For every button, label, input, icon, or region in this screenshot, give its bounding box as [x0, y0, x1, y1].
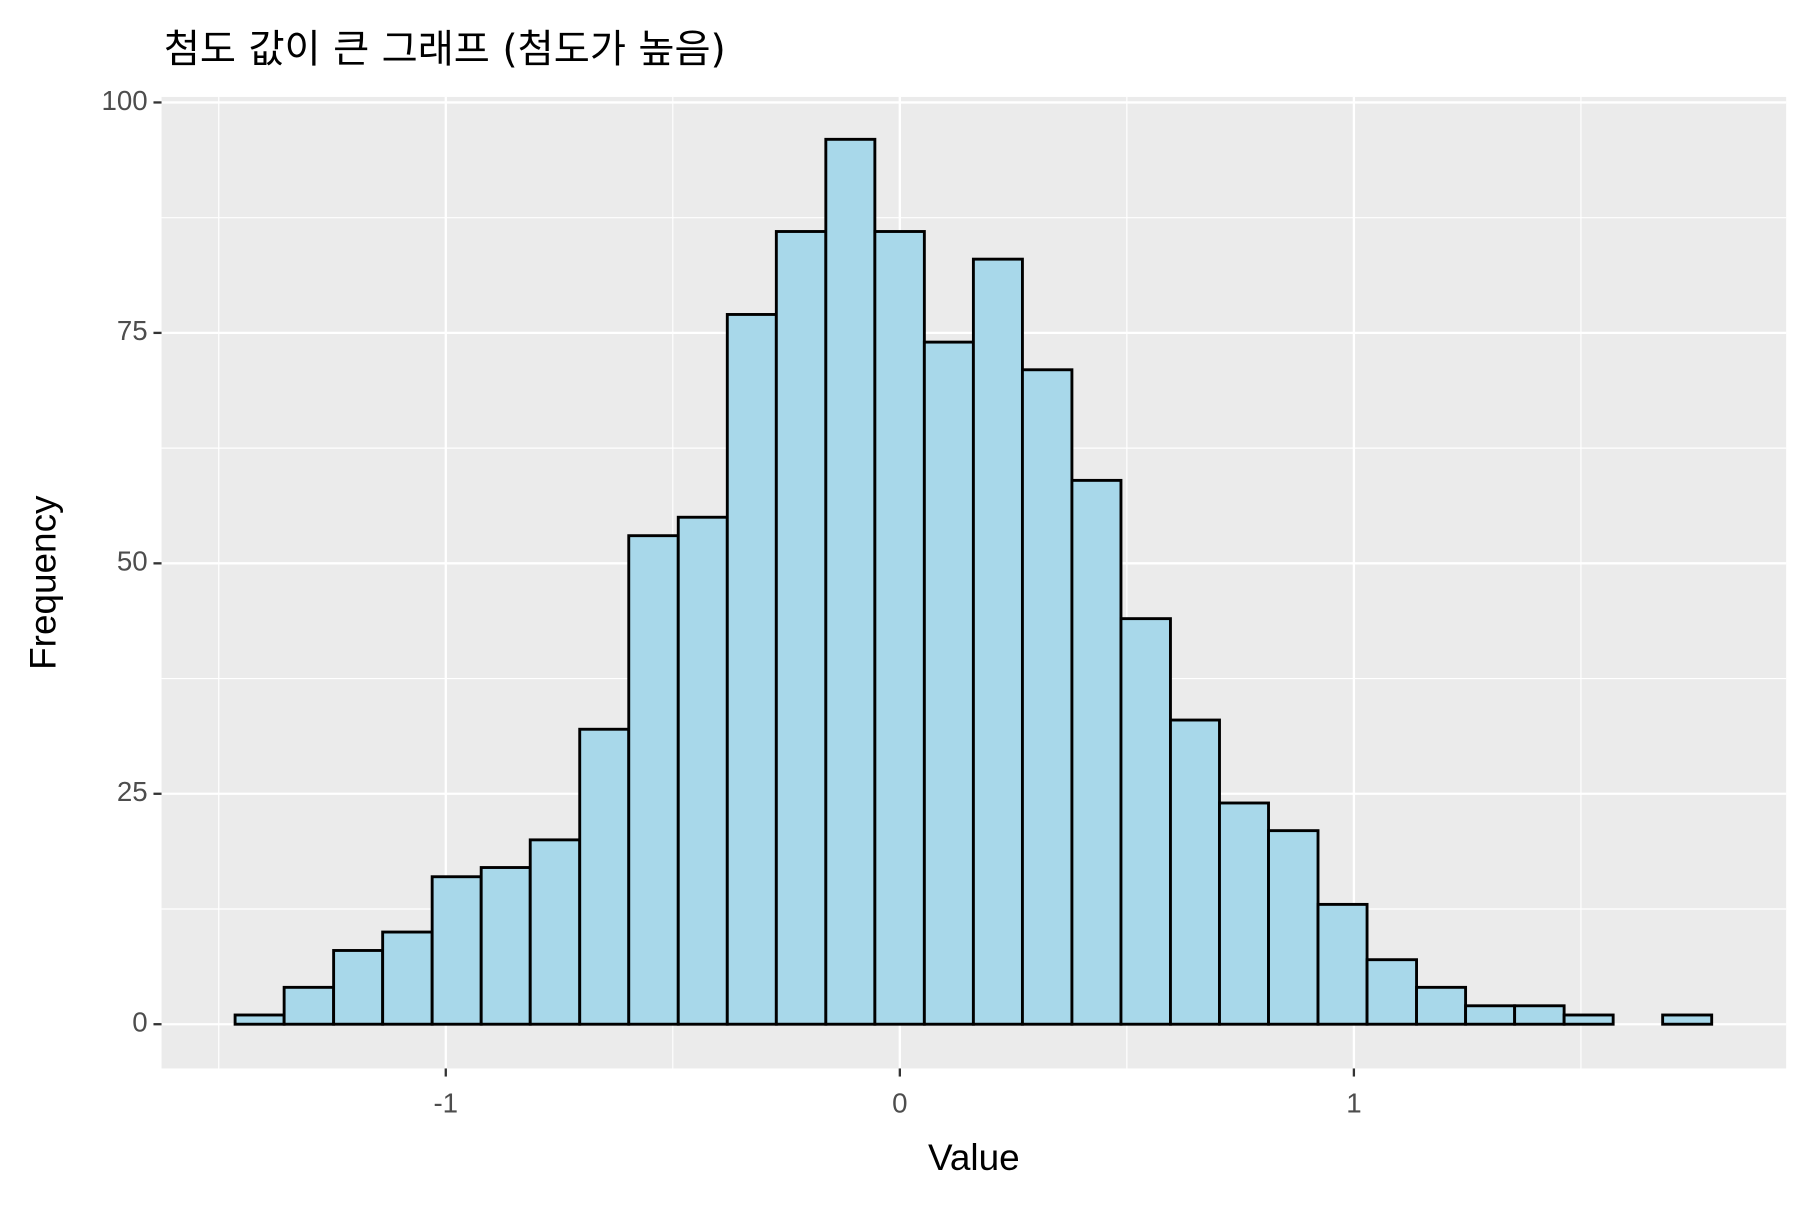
- bar: [528, 838, 582, 1026]
- y-tick-label: 25: [117, 776, 148, 807]
- bar: [1661, 1013, 1714, 1026]
- y-tick-label: 100: [101, 85, 147, 116]
- bar: [1365, 958, 1418, 1026]
- bar: [873, 230, 926, 1026]
- bar: [381, 930, 434, 1026]
- bars: [233, 137, 1714, 1026]
- bar: [774, 230, 828, 1026]
- bar: [1513, 1004, 1566, 1026]
- x-tick-label: 0: [892, 1088, 907, 1119]
- bar: [1464, 1004, 1517, 1026]
- bar: [1169, 718, 1221, 1026]
- bar: [430, 875, 483, 1026]
- x-axis-title: Value: [928, 1137, 1020, 1178]
- bar: [479, 866, 532, 1026]
- x-tick-label: -1: [433, 1088, 458, 1119]
- bar: [1070, 478, 1123, 1026]
- x-tick-label: 1: [1346, 1088, 1361, 1119]
- bar: [332, 949, 385, 1026]
- bar: [676, 515, 729, 1026]
- bar: [971, 257, 1024, 1026]
- y-tick-label: 0: [132, 1007, 147, 1038]
- bar: [1119, 617, 1172, 1026]
- bar: [578, 727, 631, 1026]
- bar: [1562, 1013, 1615, 1026]
- y-tick-label: 75: [117, 315, 148, 346]
- bar: [824, 137, 877, 1026]
- chart-title: 첨도 값이 큰 그래프 (첨도가 높음): [164, 27, 726, 72]
- axes: -1 0 1 0 25 50 75 100: [101, 85, 1361, 1119]
- bar: [233, 1013, 286, 1026]
- bar: [1020, 368, 1074, 1026]
- bar: [1415, 985, 1468, 1026]
- y-axis-title: Frequency: [22, 495, 63, 670]
- bar: [282, 985, 336, 1026]
- bar: [725, 313, 778, 1026]
- bar: [627, 534, 680, 1026]
- y-tick-label: 50: [117, 546, 148, 577]
- bar: [1218, 801, 1270, 1026]
- bar: [1316, 902, 1369, 1026]
- bar: [1267, 829, 1320, 1026]
- bar: [922, 340, 975, 1026]
